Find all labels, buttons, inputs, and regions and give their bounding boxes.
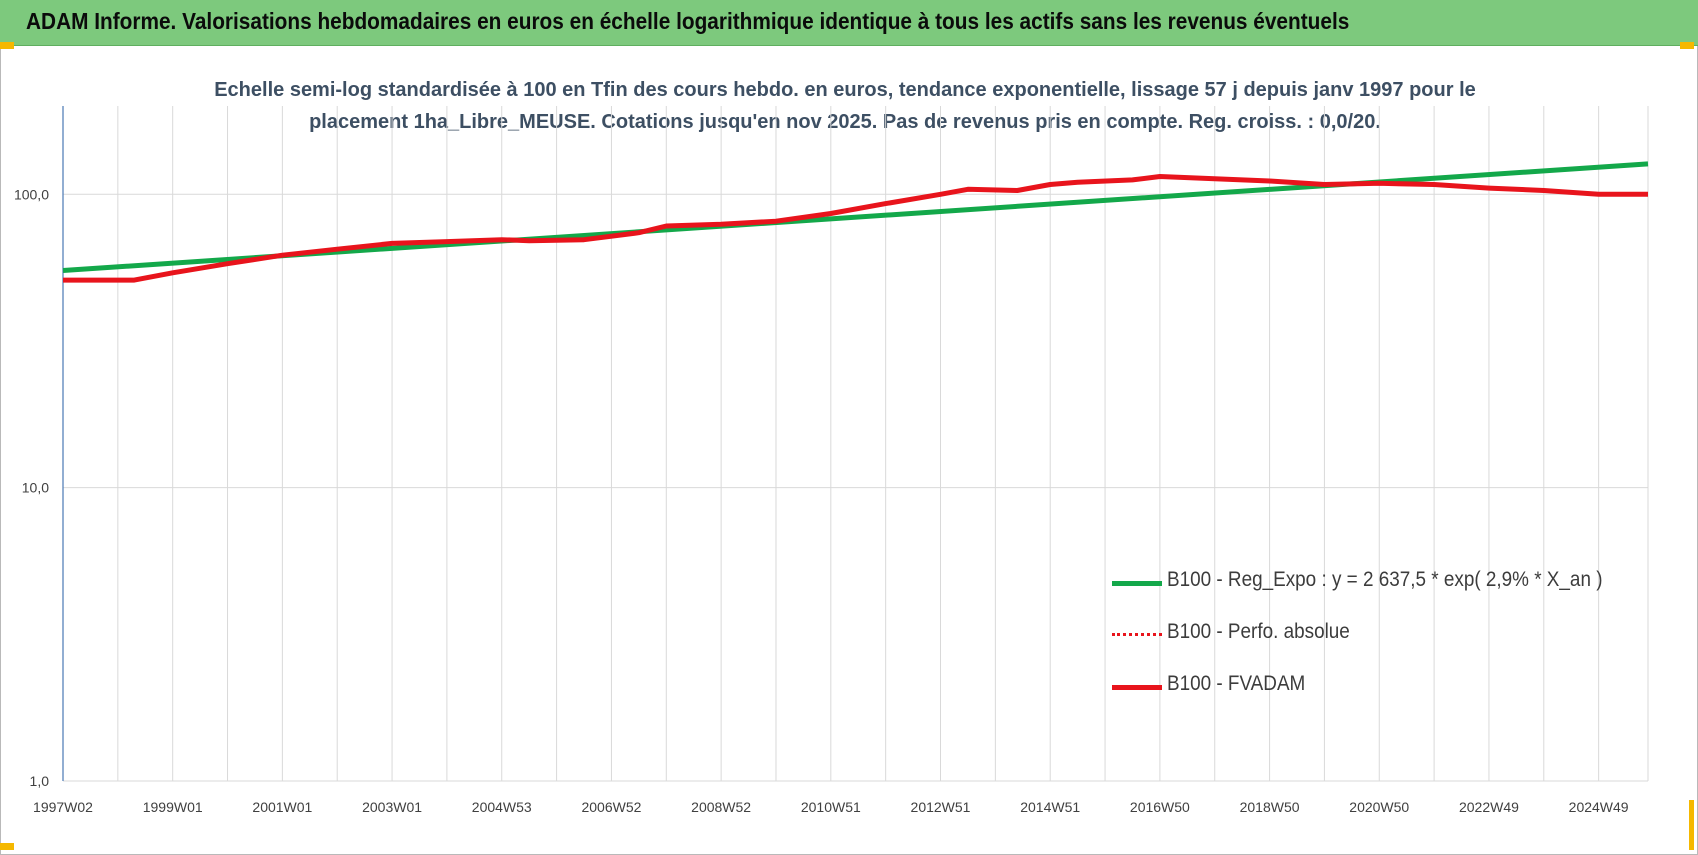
legend-label-perfo: B100 - Perfo. absolue <box>1167 620 1350 643</box>
x-tick-label: 2004W53 <box>472 799 532 815</box>
x-tick-label: 2016W50 <box>1130 799 1190 815</box>
x-tick-label: 2012W51 <box>911 799 971 815</box>
chart-title-line-1: Echelle semi-log standardisée à 100 en T… <box>214 79 1476 101</box>
corner-marker-bottom-left <box>0 843 14 850</box>
corner-marker-bottom-right <box>1689 800 1694 850</box>
x-tick-label: 2010W51 <box>801 799 861 815</box>
x-tick-label: 2003W01 <box>362 799 422 815</box>
x-tick-label: 2018W50 <box>1240 799 1300 815</box>
x-tick-label: 2001W01 <box>252 799 312 815</box>
x-tick-label: 2014W51 <box>1020 799 1080 815</box>
corner-marker-top-left <box>0 42 14 49</box>
y-tick-label: 1,0 <box>30 773 50 789</box>
legend-swatch-reg-expo <box>1112 581 1162 586</box>
chart-title-line-2: placement 1ha_Libre_MEUSE. Cotations jus… <box>309 111 1381 133</box>
x-tick-label: 1997W02 <box>33 799 93 815</box>
x-tick-label: 2020W50 <box>1349 799 1409 815</box>
chart-title: Echelle semi-log standardisée à 100 en T… <box>200 74 1490 138</box>
x-tick-label: 1999W01 <box>143 799 203 815</box>
series-line-2 <box>63 174 1648 283</box>
y-tick-label: 10,0 <box>22 480 49 496</box>
x-tick-label: 2024W49 <box>1569 799 1629 815</box>
legend-label-fvadam: B100 - FVADAM <box>1167 672 1306 695</box>
legend-swatch-fvadam <box>1112 685 1162 690</box>
header-banner: ADAM Informe. Valorisations hebdomadaire… <box>0 0 1698 46</box>
corner-marker-top-right <box>1680 42 1694 49</box>
x-tick-label: 2008W52 <box>691 799 751 815</box>
x-tick-label: 2022W49 <box>1459 799 1519 815</box>
legend-label-reg-expo: B100 - Reg_Expo : y = 2 637,5 * exp( 2,9… <box>1167 568 1603 591</box>
legend-swatch-perfo <box>1112 633 1162 636</box>
x-tick-label: 2006W52 <box>581 799 641 815</box>
page-title: ADAM Informe. Valorisations hebdomadaire… <box>26 8 1350 34</box>
y-tick-label: 100,0 <box>14 186 49 202</box>
